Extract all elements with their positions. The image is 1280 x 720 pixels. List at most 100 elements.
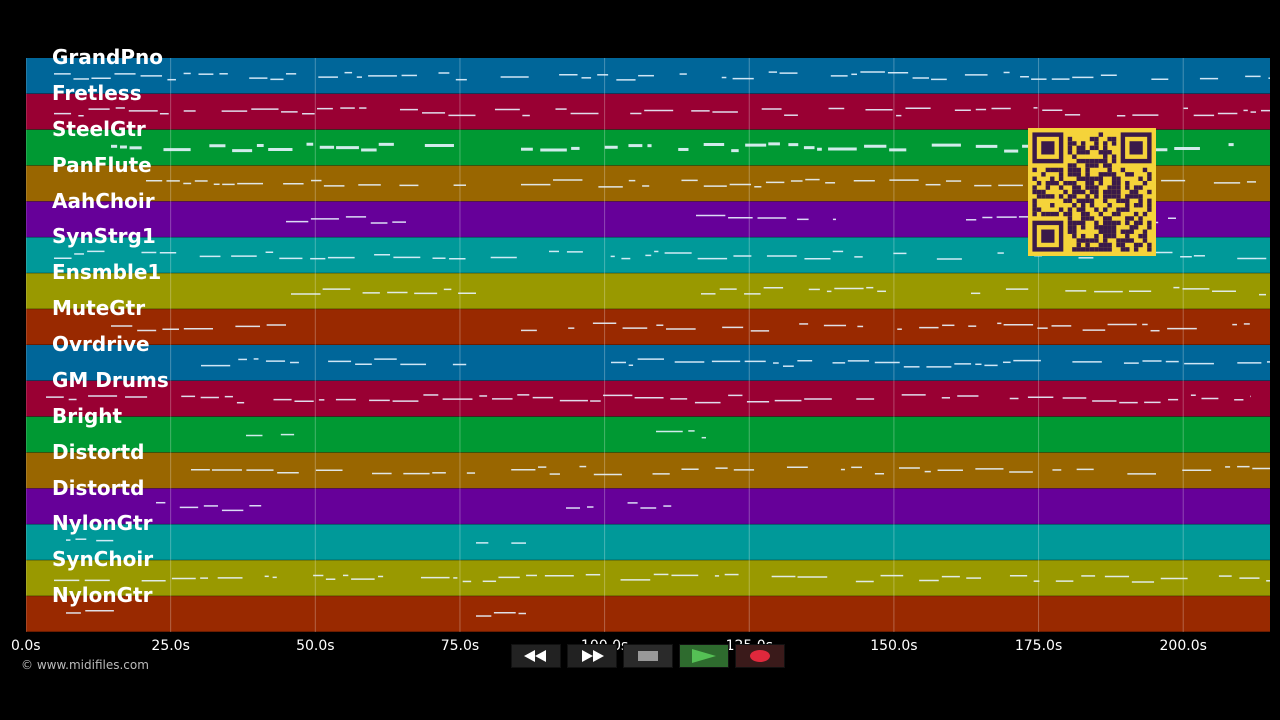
stop-button[interactable] [623,644,673,668]
qr-module [1103,150,1108,155]
time-tick-label: 150.0s [870,638,918,654]
qr-module [1067,141,1073,146]
qr-module [1103,158,1108,164]
qr-module [1094,238,1099,243]
qr-module [1072,203,1077,208]
qr-module [1116,189,1121,195]
track-lane[interactable] [26,416,1270,453]
qr-module [1147,198,1152,204]
qr-module [1080,220,1086,226]
qr-module [1103,145,1108,151]
qr-module [1094,194,1099,199]
qr-module [1080,198,1086,204]
qr-module [1085,172,1090,177]
record-button[interactable] [735,644,785,668]
qr-module [1107,203,1112,208]
qr-module [1098,158,1104,164]
qr-finder [1041,141,1055,155]
qr-module [1076,242,1081,248]
qr-module [1072,180,1077,186]
qr-module [1107,247,1112,252]
qr-module [1085,194,1090,199]
qr-module [1129,238,1134,243]
qr-module [1036,180,1042,186]
play-button[interactable] [679,644,729,668]
qr-module [1125,198,1130,204]
qr-module [1036,194,1042,199]
qr-module [1076,167,1081,173]
qr-module [1138,185,1143,190]
qr-module [1067,216,1073,221]
qr-module [1147,220,1152,226]
qr-module [1080,176,1086,181]
qr-module [1103,233,1108,239]
track-label: NylonGtr [52,511,153,536]
qr-module [1103,154,1108,159]
qr-module [1111,220,1117,226]
track-label: AahChoir [52,188,155,213]
track-label: PanFlute [52,152,152,177]
qr-module [1107,163,1112,168]
track-lane[interactable] [26,345,1270,381]
qr-module [1089,198,1095,204]
track-lane[interactable] [26,309,1270,345]
fast-forward-button[interactable] [567,644,617,668]
time-tick-label: 25.0s [151,638,190,654]
qr-module [1098,247,1104,252]
qr-module [1032,189,1037,195]
qr-module [1103,242,1108,248]
qr-module [1098,229,1104,234]
qr-module [1085,150,1090,155]
rewind-button[interactable] [511,644,561,668]
qr-module [1125,233,1130,239]
track-lane[interactable] [26,596,1270,632]
qr-module [1072,194,1077,199]
qr-module [1094,185,1099,190]
qr-module [1138,203,1143,208]
qr-module [1098,132,1104,137]
qr-module [1032,198,1037,204]
qr-module [1089,247,1095,252]
qr-module [1111,194,1117,199]
track-lane[interactable] [26,560,1270,597]
qr-module [1058,185,1064,190]
qr-module [1063,198,1068,204]
qr-module [1076,238,1081,243]
qr-module [1111,136,1117,142]
qr-module [1085,167,1090,173]
qr-module [1085,176,1090,181]
qr-module [1080,141,1086,146]
piano-roll[interactable] [26,58,1270,632]
qr-module [1111,176,1117,181]
qr-module [1138,176,1143,181]
stop-icon [638,651,658,661]
track-label: GrandPno [52,45,163,69]
qr-module [1072,247,1077,252]
qr-module [1085,247,1090,252]
qr-module [1080,225,1086,230]
track-lane[interactable] [26,488,1270,525]
qr-module [1080,247,1086,252]
qr-module [1125,238,1130,243]
track-lane[interactable] [26,273,1270,310]
qr-module [1094,176,1099,181]
qr-module [1072,167,1077,173]
track-lane[interactable] [26,93,1270,130]
qr-module [1116,207,1121,212]
time-tick-label: 200.0s [1159,638,1207,654]
qr-module [1111,141,1117,146]
qr-module [1076,189,1081,195]
qr-module [1098,180,1104,186]
qr-module [1032,211,1037,217]
qr-module [1116,185,1121,190]
qr-module [1129,229,1134,234]
qr-module [1050,176,1055,181]
qr-module [1067,167,1073,173]
qr-code-icon[interactable] [1028,128,1156,256]
qr-module [1067,229,1073,234]
qr-module [1120,167,1126,173]
qr-module [1103,207,1108,212]
qr-module [1094,225,1099,230]
track-lane[interactable] [26,380,1270,417]
track-lane[interactable] [26,524,1270,561]
